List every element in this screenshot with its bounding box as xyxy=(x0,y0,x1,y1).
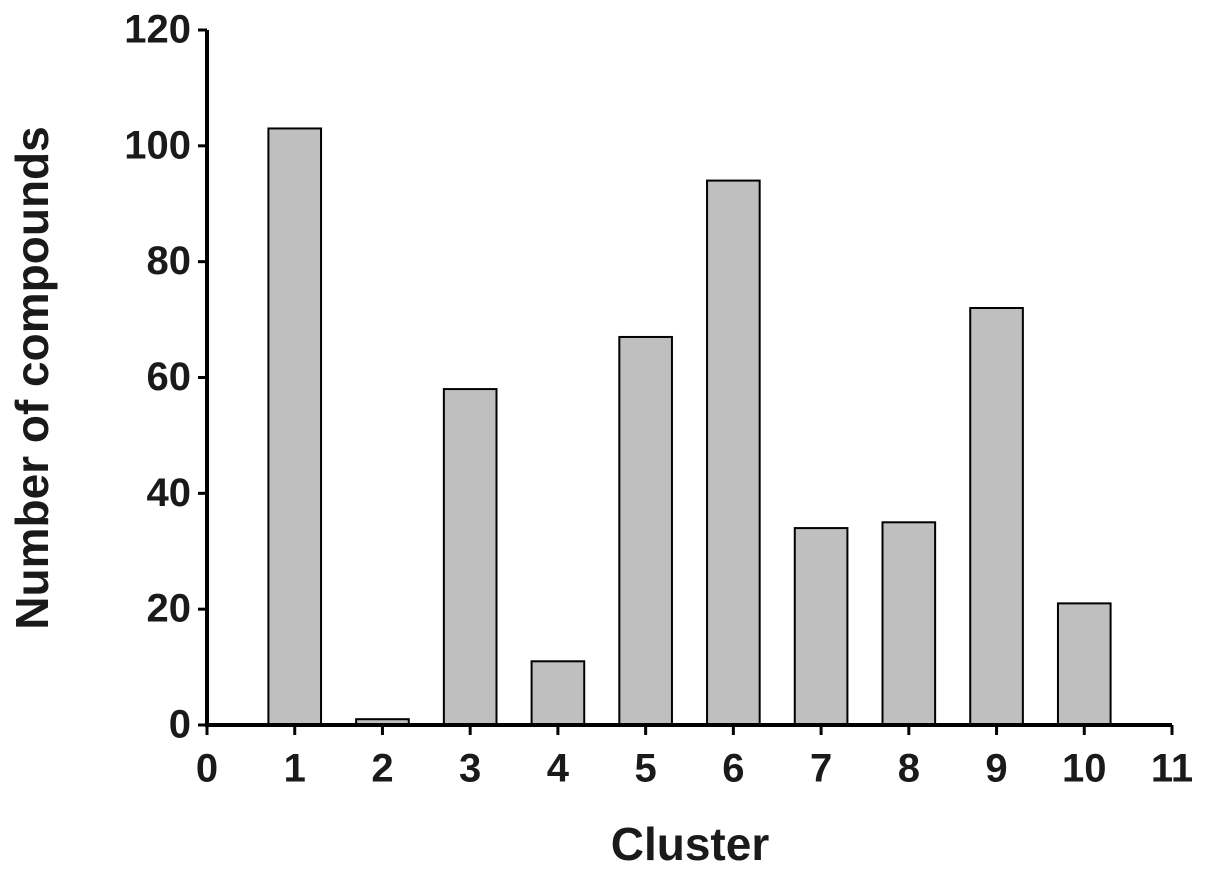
bar xyxy=(793,527,849,726)
bar xyxy=(442,388,498,726)
y-axis-label: Number of compounds xyxy=(6,126,58,629)
x-tick-label: 11 xyxy=(1151,747,1193,791)
x-tick-label: 1 xyxy=(284,747,306,791)
y-tick-label: 100 xyxy=(124,123,191,167)
x-tick-label: 6 xyxy=(722,747,744,791)
y-tick-label: 20 xyxy=(147,587,192,631)
x-tick-label: 8 xyxy=(898,747,920,791)
bar xyxy=(1056,602,1112,726)
y-tick-label: 120 xyxy=(124,8,191,52)
y-tick-label: 60 xyxy=(147,355,192,399)
x-tick-label: 4 xyxy=(547,747,570,791)
x-tick-label: 3 xyxy=(459,747,481,791)
x-axis-label: Cluster xyxy=(611,818,770,870)
bar xyxy=(881,521,937,727)
bar xyxy=(267,127,323,727)
x-tick-label: 2 xyxy=(371,747,393,791)
y-tick-label: 80 xyxy=(147,239,192,283)
y-tick-label: 40 xyxy=(147,471,192,515)
y-tick-label: 0 xyxy=(169,703,191,747)
bar xyxy=(530,660,586,727)
bar xyxy=(618,335,673,726)
x-tick-label: 7 xyxy=(810,747,832,791)
x-tick-label: 9 xyxy=(985,747,1007,791)
x-tick-label: 0 xyxy=(196,747,218,791)
bar xyxy=(969,307,1024,726)
x-tick-label: 10 xyxy=(1062,747,1107,791)
x-tick-label: 5 xyxy=(635,747,657,791)
bar xyxy=(706,179,761,727)
